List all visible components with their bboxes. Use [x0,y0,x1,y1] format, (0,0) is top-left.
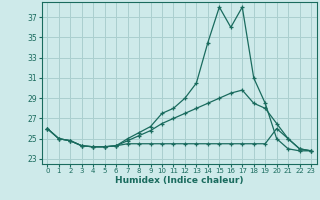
X-axis label: Humidex (Indice chaleur): Humidex (Indice chaleur) [115,176,244,185]
